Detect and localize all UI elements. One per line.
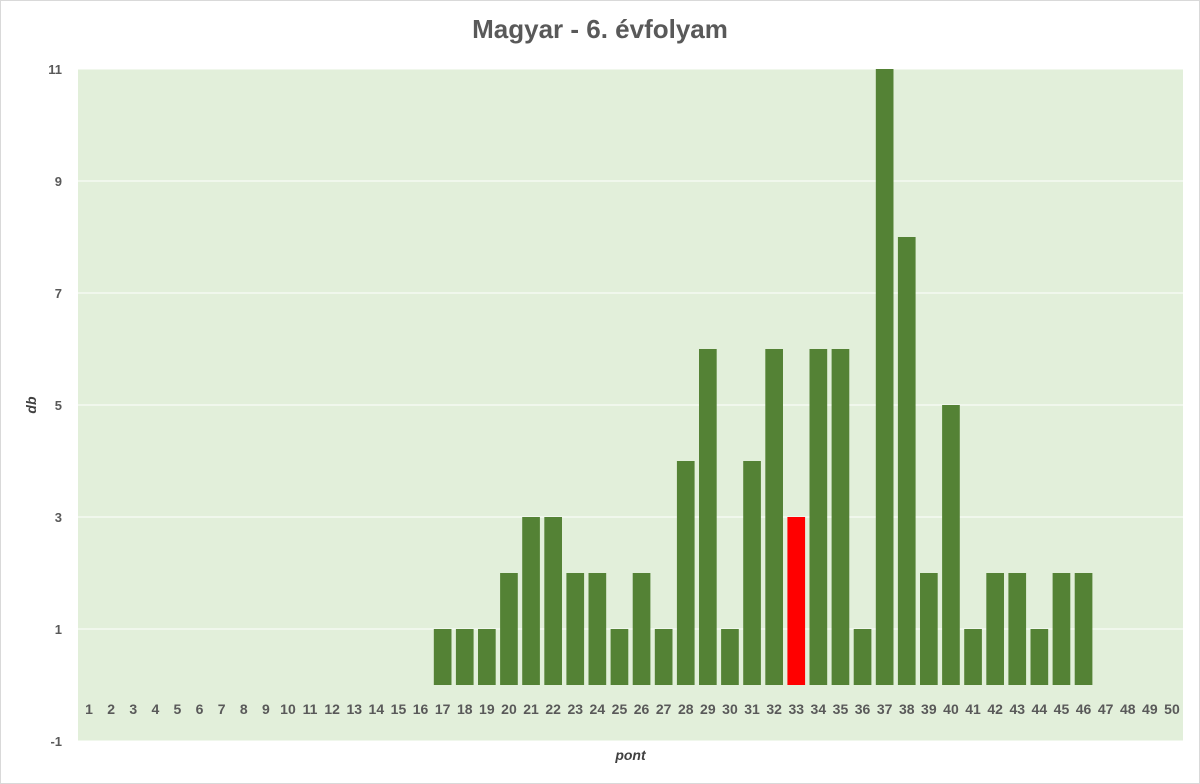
y-tick-label: 5: [55, 398, 62, 413]
bar-40: [942, 405, 960, 685]
x-tick-label: 42: [987, 701, 1003, 717]
x-tick-label: 48: [1120, 701, 1136, 717]
x-tick-label: 22: [545, 701, 561, 717]
y-tick-label: -1: [50, 734, 62, 749]
x-tick-label: 25: [612, 701, 628, 717]
x-tick-label: 12: [324, 701, 340, 717]
x-axis-label: pont: [614, 747, 647, 763]
x-tick-label: 50: [1164, 701, 1180, 717]
y-tick-label: 9: [55, 174, 62, 189]
x-tick-label: 28: [678, 701, 694, 717]
x-tick-label: 19: [479, 701, 495, 717]
x-tick-labels: 1 2 3 4 5 6 7 8 9 10 11 12 13 14 15 16 17 18 19 20 21 22 23 24 2…: [85, 701, 1180, 717]
bar-45: [1052, 573, 1071, 685]
bar-46: [1074, 573, 1093, 685]
x-tick-label: 17: [435, 701, 451, 717]
bar-44: [1030, 629, 1049, 685]
x-tick-label: 35: [833, 701, 849, 717]
x-tick-label: 38: [899, 701, 915, 717]
bar-22: [544, 517, 562, 685]
y-tick-labels: -1 1 3 5 7 9 11: [48, 62, 62, 749]
x-tick-label: 13: [346, 701, 362, 717]
x-tick-label: 49: [1142, 701, 1158, 717]
bar-36: [853, 629, 872, 685]
y-tick-label: 11: [48, 62, 62, 77]
bar-43: [1008, 573, 1027, 685]
x-tick-label: 9: [262, 701, 270, 717]
x-tick-label: 7: [218, 701, 226, 717]
x-tick-label: 23: [567, 701, 583, 717]
x-tick-label: 27: [656, 701, 672, 717]
bar-23: [566, 573, 585, 685]
bar-35: [831, 349, 850, 685]
bar-37: [875, 69, 894, 685]
x-tick-label: 29: [700, 701, 716, 717]
x-tick-label: 16: [413, 701, 429, 717]
bars: [433, 69, 1093, 685]
bar-27: [654, 629, 673, 685]
x-tick-label: 47: [1098, 701, 1114, 717]
x-tick-label: 30: [722, 701, 738, 717]
x-tick-label: 37: [877, 701, 893, 717]
x-tick-label: 4: [151, 701, 159, 717]
y-tick-label: 3: [55, 510, 62, 525]
bar-17: [433, 629, 452, 685]
bar-30: [721, 629, 739, 685]
x-tick-label: 21: [523, 701, 539, 717]
bar-39: [920, 573, 938, 685]
bar-20: [500, 573, 518, 685]
y-axis-label: db: [23, 396, 39, 414]
y-tick-label: 1: [55, 622, 62, 637]
bar-31: [743, 461, 761, 685]
x-tick-label: 39: [921, 701, 937, 717]
x-tick-label: 26: [634, 701, 650, 717]
x-tick-label: 24: [590, 701, 606, 717]
bar-28: [676, 461, 695, 685]
bar-33: [787, 517, 806, 685]
bar-25: [610, 629, 629, 685]
y-tick-label: 7: [55, 286, 62, 301]
bar-21: [522, 517, 540, 685]
x-tick-label: 41: [965, 701, 981, 717]
bar-19: [478, 629, 496, 685]
x-tick-label: 33: [788, 701, 804, 717]
x-tick-label: 15: [391, 701, 407, 717]
bar-34: [809, 349, 828, 685]
bar-42: [986, 573, 1004, 685]
x-tick-label: 6: [196, 701, 204, 717]
bar-32: [765, 349, 783, 685]
bar-24: [588, 573, 607, 685]
x-tick-label: 46: [1076, 701, 1092, 717]
bar-38: [897, 237, 916, 685]
x-tick-label: 8: [240, 701, 248, 717]
x-tick-label: 11: [303, 701, 318, 717]
x-tick-label: 1: [85, 701, 93, 717]
x-tick-label: 36: [855, 701, 871, 717]
bar-26: [632, 573, 651, 685]
x-tick-label: 31: [744, 701, 760, 717]
x-tick-label: 5: [174, 701, 182, 717]
x-tick-label: 43: [1009, 701, 1025, 717]
x-tick-label: 14: [369, 701, 385, 717]
bar-29: [699, 349, 717, 685]
x-tick-label: 2: [107, 701, 115, 717]
gridlines: [78, 68, 1183, 742]
bar-18: [455, 629, 474, 685]
x-tick-label: 3: [129, 701, 137, 717]
x-tick-label: 44: [1032, 701, 1048, 717]
x-tick-label: 10: [280, 701, 296, 717]
x-tick-label: 34: [811, 701, 827, 717]
x-tick-label: 18: [457, 701, 473, 717]
x-tick-label: 40: [943, 701, 959, 717]
x-tick-label: 32: [766, 701, 782, 717]
bar-41: [964, 629, 982, 685]
chart-title: Magyar - 6. évfolyam: [472, 14, 728, 44]
x-tick-label: 45: [1054, 701, 1070, 717]
x-tick-label: 20: [501, 701, 517, 717]
